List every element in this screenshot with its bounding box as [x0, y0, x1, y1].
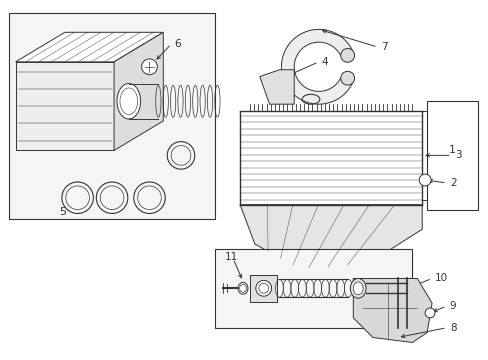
Text: 6: 6: [174, 39, 181, 49]
Circle shape: [142, 59, 157, 75]
Ellipse shape: [117, 84, 141, 119]
Text: 9: 9: [449, 301, 455, 311]
Text: 8: 8: [449, 323, 455, 333]
Text: 10: 10: [434, 274, 447, 283]
Text: 3: 3: [454, 150, 460, 161]
Text: 7: 7: [380, 42, 386, 52]
Circle shape: [418, 174, 430, 186]
Text: 2: 2: [449, 178, 455, 188]
Bar: [9, 13, 215, 219]
Text: 11: 11: [225, 252, 238, 262]
Bar: [249, 275, 277, 302]
Polygon shape: [16, 32, 163, 62]
Polygon shape: [281, 30, 351, 104]
Polygon shape: [259, 70, 294, 104]
Ellipse shape: [352, 282, 363, 295]
Text: 5: 5: [59, 207, 66, 216]
Bar: [426, 101, 477, 210]
Ellipse shape: [238, 282, 247, 294]
Polygon shape: [16, 62, 114, 150]
Polygon shape: [240, 204, 421, 269]
Circle shape: [255, 280, 271, 296]
Text: 1: 1: [448, 145, 455, 156]
Ellipse shape: [349, 278, 366, 298]
Ellipse shape: [340, 49, 354, 62]
Bar: [215, 249, 411, 328]
Polygon shape: [352, 278, 431, 342]
Circle shape: [424, 308, 434, 318]
Text: 4: 4: [321, 57, 328, 67]
Ellipse shape: [340, 71, 354, 85]
Polygon shape: [114, 32, 163, 150]
